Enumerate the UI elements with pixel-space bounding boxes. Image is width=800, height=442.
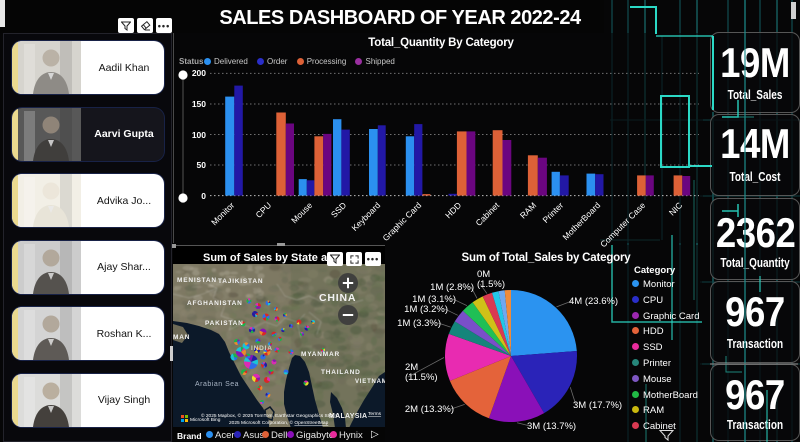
- svg-text:THAILAND: THAILAND: [321, 369, 361, 376]
- svg-text:0M: 0M: [477, 269, 490, 280]
- svg-text:CHINA: CHINA: [319, 292, 356, 304]
- svg-text:50: 50: [197, 160, 207, 170]
- svg-text:100: 100: [192, 130, 206, 140]
- svg-text:1M (2.8%): 1M (2.8%): [430, 282, 474, 293]
- svg-text:Microsoft Bing: Microsoft Bing: [190, 417, 221, 423]
- svg-text:1M (3.2%): 1M (3.2%): [404, 304, 448, 315]
- svg-text:1M (3.3%): 1M (3.3%): [397, 318, 441, 329]
- svg-text:PAKISTAN: PAKISTAN: [205, 320, 244, 327]
- svg-text:4M (23.6%): 4M (23.6%): [569, 296, 618, 307]
- svg-text:MALAYSIA: MALAYSIA: [329, 413, 367, 420]
- svg-text:VIETNAM: VIETNAM: [355, 379, 385, 385]
- svg-text:150: 150: [192, 99, 206, 109]
- svg-text:3M (17.7%): 3M (17.7%): [573, 400, 622, 411]
- svg-text:AFGHANISTAN: AFGHANISTAN: [187, 300, 243, 307]
- svg-text:2M (13.3%): 2M (13.3%): [405, 404, 454, 415]
- svg-text:2025 Microsoft Corporation, ©: 2025 Microsoft Corporation, © OpenStreet…: [229, 419, 329, 426]
- svg-text:(11.5%): (11.5%): [405, 372, 438, 383]
- svg-text:Arabian Sea: Arabian Sea: [195, 381, 239, 388]
- svg-text:(1.5%): (1.5%): [477, 279, 505, 290]
- svg-text:Terms: Terms: [368, 411, 382, 417]
- svg-text:TAJIKISTAN: TAJIKISTAN: [218, 278, 263, 285]
- svg-text:0: 0: [201, 191, 206, 201]
- svg-text:200: 200: [192, 68, 206, 78]
- svg-text:MYANMAR: MYANMAR: [301, 351, 340, 358]
- svg-text:© 2025 Mapbox, © 2025 TomTom,: © 2025 Mapbox, © 2025 TomTom, Earthstar …: [201, 412, 339, 419]
- svg-text:3M (13.7%): 3M (13.7%): [527, 421, 576, 432]
- svg-text:MAN: MAN: [173, 334, 190, 341]
- svg-text:INDIA: INDIA: [251, 345, 273, 352]
- svg-text:MENISTAN: MENISTAN: [177, 277, 217, 284]
- svg-text:2M: 2M: [405, 362, 418, 373]
- svg-text:1M (3.1%): 1M (3.1%): [412, 294, 456, 305]
